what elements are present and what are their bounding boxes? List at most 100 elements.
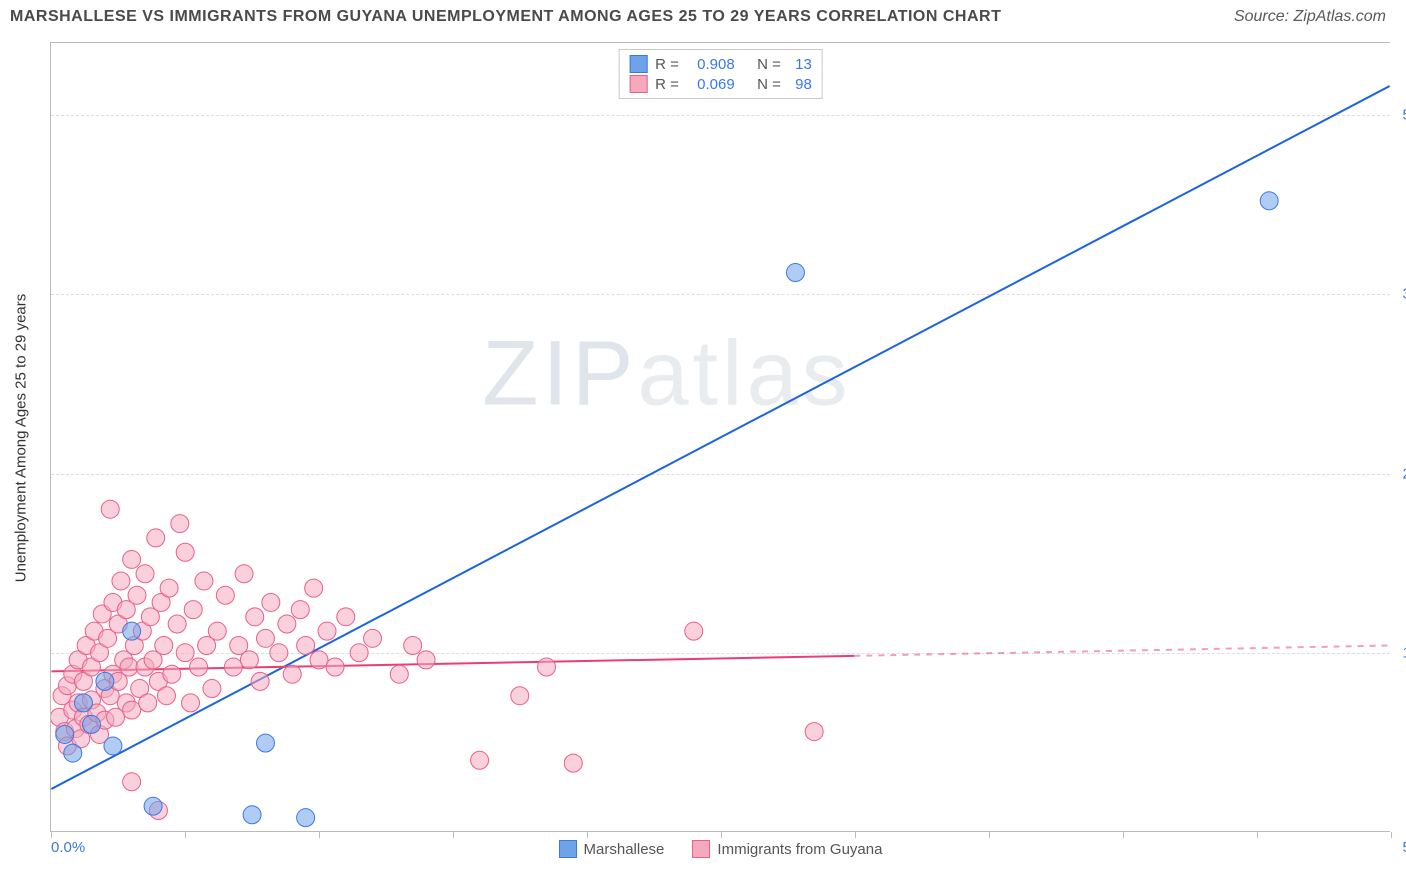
data-point (144, 797, 162, 815)
chart-plot-area: ZIPatlas 12.5%25.0%37.5%50.0% Unemployme… (50, 42, 1390, 832)
data-point (136, 565, 154, 583)
data-point (171, 515, 189, 533)
data-point (511, 687, 529, 705)
y-axis-label: Unemployment Among Ages 25 to 29 years (13, 293, 30, 582)
y-tick-label: 12.5% (1402, 645, 1406, 662)
y-tick-label: 25.0% (1402, 465, 1406, 482)
legend-n-label: N = (757, 76, 787, 93)
data-point (251, 672, 269, 690)
data-point (337, 608, 355, 626)
data-point (270, 644, 288, 662)
data-point (404, 637, 422, 655)
data-point (101, 500, 119, 518)
data-point (157, 687, 175, 705)
data-point (224, 658, 242, 676)
legend-r-value: 0.908 (697, 56, 749, 73)
legend-n-label: N = (757, 56, 787, 73)
x-tick (587, 832, 588, 838)
data-point (805, 723, 823, 741)
legend-row: R = 0.069 N = 98 (629, 74, 812, 94)
data-point (350, 644, 368, 662)
data-point (326, 658, 344, 676)
data-point (216, 586, 234, 604)
data-point (786, 264, 804, 282)
x-origin-label: 0.0% (51, 839, 85, 856)
data-point (240, 651, 258, 669)
x-tick (721, 832, 722, 838)
legend-n-value: 13 (795, 56, 812, 73)
data-point (291, 601, 309, 619)
data-point (176, 543, 194, 561)
legend-swatch (692, 840, 710, 858)
data-point (64, 744, 82, 762)
data-point (168, 615, 186, 633)
data-point (182, 694, 200, 712)
series-name: Marshallese (584, 841, 665, 858)
data-point (163, 665, 181, 683)
legend-swatch (629, 55, 647, 73)
data-point (685, 622, 703, 640)
data-point (564, 754, 582, 772)
series-legend: Marshallese Immigrants from Guyana (559, 840, 883, 858)
x-tick (51, 832, 52, 838)
data-point (364, 629, 382, 647)
data-point (74, 694, 92, 712)
x-tick (453, 832, 454, 838)
data-point (203, 680, 221, 698)
data-point (147, 529, 165, 547)
data-point (283, 665, 301, 683)
data-point (297, 809, 315, 827)
data-point (184, 601, 202, 619)
legend-r-label: R = (655, 76, 689, 93)
data-point (208, 622, 226, 640)
data-point (297, 637, 315, 655)
data-point (139, 694, 157, 712)
data-point (417, 651, 435, 669)
x-tick (1391, 832, 1392, 838)
x-tick (1123, 832, 1124, 838)
data-point (112, 572, 130, 590)
regression-line-extrapolated (854, 646, 1389, 656)
series-legend-item: Immigrants from Guyana (692, 840, 882, 858)
x-max-label: 50.0% (1402, 839, 1406, 856)
data-point (243, 806, 261, 824)
series-name: Immigrants from Guyana (717, 841, 882, 858)
data-point (123, 622, 141, 640)
x-tick (185, 832, 186, 838)
data-point (1260, 192, 1278, 210)
y-tick-label: 37.5% (1402, 286, 1406, 303)
data-point (256, 734, 274, 752)
correlation-legend: R = 0.908 N = 13 R = 0.069 N = 98 (618, 49, 823, 99)
data-point (123, 773, 141, 791)
data-point (195, 572, 213, 590)
data-point (256, 629, 274, 647)
legend-row: R = 0.908 N = 13 (629, 54, 812, 74)
data-point (120, 658, 138, 676)
data-point (96, 672, 114, 690)
data-point (104, 737, 122, 755)
x-tick (1257, 832, 1258, 838)
data-point (262, 593, 280, 611)
source-label: Source: ZipAtlas.com (1234, 8, 1386, 26)
data-point (471, 751, 489, 769)
data-point (246, 608, 264, 626)
legend-r-label: R = (655, 56, 689, 73)
legend-swatch (559, 840, 577, 858)
chart-title: MARSHALLESE VS IMMIGRANTS FROM GUYANA UN… (10, 8, 1001, 26)
data-point (56, 725, 74, 743)
data-point (160, 579, 178, 597)
data-point (176, 644, 194, 662)
data-point (305, 579, 323, 597)
data-point (155, 637, 173, 655)
data-point (123, 550, 141, 568)
y-tick-label: 50.0% (1402, 106, 1406, 123)
data-point (123, 701, 141, 719)
x-tick (855, 832, 856, 838)
scatter-plot-svg (51, 43, 1390, 832)
data-point (538, 658, 556, 676)
legend-n-value: 98 (795, 76, 812, 93)
data-point (190, 658, 208, 676)
data-point (310, 651, 328, 669)
data-point (390, 665, 408, 683)
data-point (83, 715, 101, 733)
